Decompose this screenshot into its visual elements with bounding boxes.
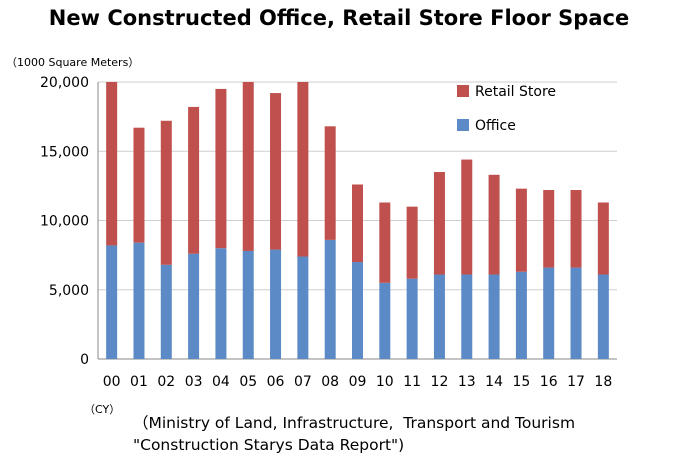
bar-office: [597, 274, 609, 359]
y-tick-label: 10,000: [40, 214, 89, 230]
bar-office: [352, 262, 363, 359]
bar-office: [461, 274, 473, 359]
bar-office: [515, 271, 527, 359]
bar-office: [133, 242, 145, 359]
x-tick-label: 13: [458, 374, 476, 390]
source-line-1: （Ministry of Land, Infrastructure, Trans…: [133, 414, 576, 432]
x-tick-label: 08: [321, 374, 339, 390]
x-tick-label: 09: [349, 374, 367, 390]
x-tick-label: 17: [567, 374, 585, 390]
bar-retail-store: [242, 82, 254, 251]
bar-retail-store: [488, 174, 500, 275]
bar-office: [160, 264, 172, 359]
x-tick-label: 18: [594, 374, 612, 390]
bar-retail-store: [160, 120, 172, 265]
x-tick-label: 03: [185, 374, 203, 390]
legend-label-retail-store: Retail Store: [475, 84, 556, 100]
bar-office: [215, 248, 227, 359]
bar-retail-store: [215, 88, 227, 249]
y-tick-label: 5,000: [49, 283, 89, 299]
x-unit-label: （CY）: [84, 403, 121, 416]
bar-office: [570, 267, 582, 359]
x-tick-label: 05: [239, 374, 257, 390]
x-tick-label: 02: [157, 374, 175, 390]
bar-retail-store: [133, 127, 145, 243]
bar-office: [488, 274, 500, 359]
bar-office: [379, 282, 391, 359]
x-tick-label: 01: [130, 374, 148, 390]
bar-retail-store: [270, 93, 282, 250]
y-unit-label: （1000 Square Meters）: [6, 56, 140, 69]
x-tick-label: 06: [267, 374, 285, 390]
bar-retail-store: [324, 126, 336, 240]
bar-office: [324, 239, 336, 359]
x-tick-label: 07: [294, 374, 312, 390]
bar-office: [297, 256, 309, 359]
bar-retail-store: [433, 172, 445, 275]
bar-office: [106, 245, 118, 359]
bar-retail-store: [406, 206, 418, 279]
source-line-2: "Construction Starys Data Report"): [133, 436, 405, 454]
x-tick-label: 11: [403, 374, 421, 390]
x-tick-label: 12: [431, 374, 449, 390]
bar-office: [433, 274, 445, 359]
bar-retail-store: [597, 202, 609, 275]
bar-retail-store: [188, 106, 200, 254]
bar-retail-store: [515, 188, 527, 272]
bar-retail-store: [570, 190, 582, 268]
x-tick-label: 14: [485, 374, 503, 390]
bar-office: [242, 250, 254, 359]
source-note: （Ministry of Land, Infrastructure, Trans…: [133, 412, 575, 456]
x-tick-label: 16: [540, 374, 558, 390]
legend-swatch-retail-store: [457, 85, 469, 97]
bar-retail-store: [352, 184, 363, 263]
legend-label-office: Office: [475, 118, 516, 134]
bar-retail-store: [543, 190, 555, 268]
bar-retail-store: [297, 82, 309, 257]
x-tick-label: 00: [103, 374, 121, 390]
y-tick-label: 0: [80, 352, 89, 368]
y-tick-label: 20,000: [40, 75, 89, 91]
bar-retail-store: [461, 159, 473, 275]
chart-title: New Constructed Office, Retail Store Flo…: [48, 6, 630, 30]
bar-retail-store: [106, 82, 118, 246]
x-tick-label: 15: [512, 374, 530, 390]
bar-office: [270, 249, 282, 359]
legend-swatch-office: [457, 119, 469, 131]
bar-office: [406, 278, 418, 359]
bar-retail-store: [379, 202, 391, 283]
x-tick-label: 04: [212, 374, 230, 390]
bar-office: [188, 253, 200, 359]
bar-office: [543, 267, 555, 359]
x-tick-label: 10: [376, 374, 394, 390]
y-tick-label: 15,000: [40, 144, 89, 160]
